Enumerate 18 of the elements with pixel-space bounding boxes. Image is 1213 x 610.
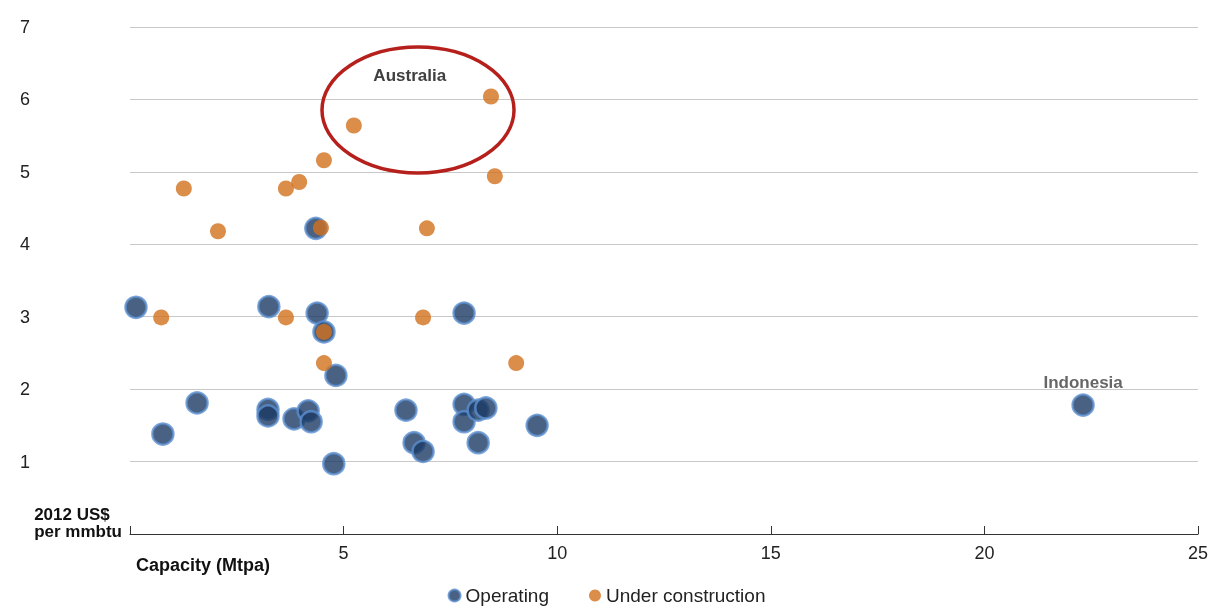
y-tick-label: 1 bbox=[19, 451, 30, 472]
x-tick-label: 5 bbox=[338, 543, 349, 563]
annotation: Indonesia bbox=[1043, 373, 1124, 393]
y-tick-label: 7 bbox=[19, 17, 30, 37]
x-tick-label: 20 bbox=[974, 543, 995, 563]
legend-label: Operating bbox=[465, 585, 549, 606]
y-tick-label: 4 bbox=[19, 234, 30, 255]
annotation: Australia bbox=[373, 66, 447, 87]
y-tick-label: 5 bbox=[19, 161, 30, 182]
x-axis-title: Capacity (Mtpa) bbox=[136, 555, 271, 575]
y-tick-label: 6 bbox=[19, 89, 30, 110]
x-tick-label: 15 bbox=[760, 543, 781, 563]
x-tick-label: 25 bbox=[1187, 543, 1209, 563]
x-tick-label: 10 bbox=[547, 543, 568, 563]
y-tick-label: 2 bbox=[19, 379, 30, 400]
y-tick-label: 3 bbox=[19, 306, 30, 327]
y-axis-title: 2012 US$ per mmbtu bbox=[34, 505, 122, 541]
legend-label: Under construction bbox=[605, 585, 766, 606]
